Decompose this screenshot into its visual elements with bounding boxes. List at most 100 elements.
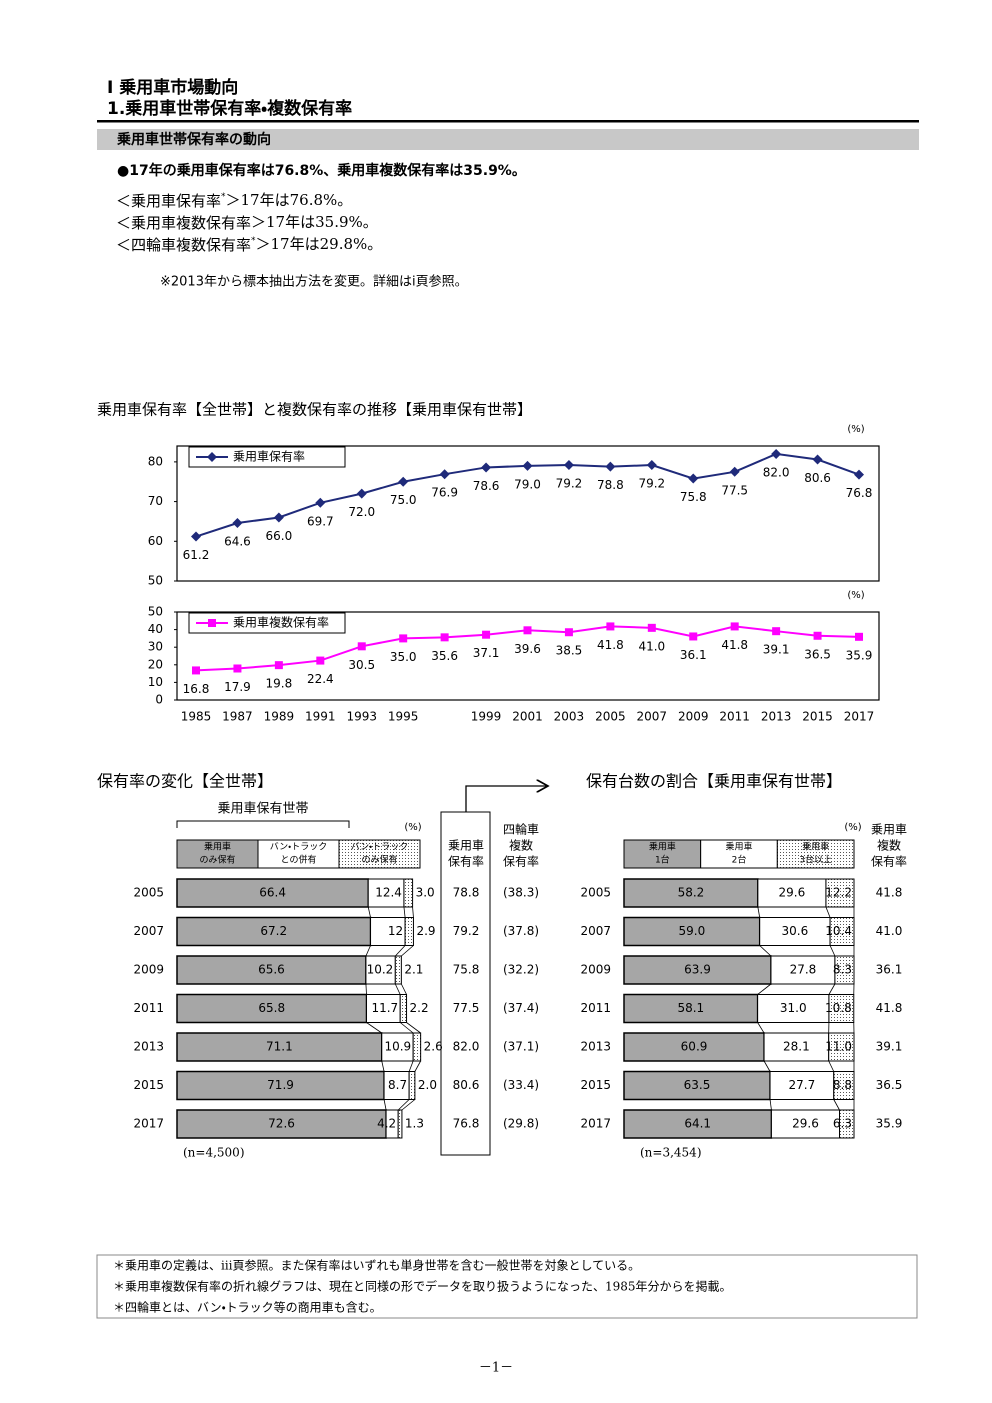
bar-segment [825,878,855,908]
note: ※2013年から標本抽出方法を変更。詳細はⅰ頁参照。 [160,274,468,290]
unit-label: (%) [404,822,421,833]
header-label: 乗用車 [725,841,752,853]
marker [771,448,782,459]
bar-segment [828,1032,855,1062]
summary-item: ＜乗用車保有率*＞17年は76.8%。 [116,191,352,210]
sample-size: (n=3,454) [640,1146,702,1160]
data-label: 31.0 [780,1001,807,1015]
connector [829,945,836,957]
column-value: 76.8 [453,1117,480,1131]
connector [414,1060,421,1072]
data-label: 35.9 [846,648,873,662]
column-header: 保有率 [503,855,539,869]
bar-segment [757,878,827,908]
section-band [97,129,919,150]
bar-segment [176,1032,383,1062]
header-cell [623,839,702,869]
header-label: 3台以上 [799,854,832,866]
data-label: 4.2 [377,1117,396,1131]
data-label: 59.0 [678,924,705,938]
connector [399,1022,414,1034]
data-label: 78.6 [473,479,500,493]
data-label: 30.6 [782,924,809,938]
data-label: 30.5 [348,658,375,672]
connector [757,983,772,995]
connector [394,983,401,995]
data-label: 79.2 [556,477,583,491]
connector [833,1099,840,1111]
category-label: 2017 [133,1117,164,1131]
category-label: 2011 [580,1001,611,1015]
marker [606,622,615,631]
data-label: 2.2 [410,1001,429,1015]
bar-segment [397,1109,403,1139]
column-value: (37.1) [503,1040,539,1054]
group-label: 乗用車保有世帯 [217,802,308,817]
legend-label: 乗用車複数保有率 [233,615,329,630]
column-value: 41.8 [876,886,903,900]
category-label: 2007 [133,924,164,938]
bar-segment [176,993,368,1024]
bar-segment [176,916,372,947]
data-label: 10.9 [384,1040,411,1054]
item-text: ＞17年は35.9%。 [251,213,378,231]
plot-frame [176,445,880,582]
column-value: 82.0 [453,1040,480,1054]
marker [523,626,532,635]
data-label: 22.4 [307,672,334,686]
rule [97,120,919,123]
column-value: 36.1 [876,963,903,977]
marker [646,460,657,471]
x-tick-label: 2007 [637,710,668,724]
data-label: 41.8 [597,638,624,652]
marker [208,619,216,627]
header-cell [776,839,855,869]
connector [828,983,836,995]
column-value: (37.8) [503,924,539,938]
x-tick-label: 2001 [512,710,543,724]
data-label: 66.4 [259,886,286,900]
column-header: 保有率 [448,855,484,869]
x-tick-label: 1993 [346,710,377,724]
y-tick-label: 20 [148,657,163,671]
marker [356,488,367,499]
header-label: 2台 [732,854,747,866]
item-text: ＞17年は29.8%。 [256,235,383,253]
header-cell [257,839,340,869]
x-tick-label: 2003 [554,710,585,724]
bar-segment [403,878,414,908]
header-label: 乗用車 [649,841,676,853]
bar-segment [769,1071,835,1100]
marker [729,466,740,477]
x-tick-label: 1989 [264,710,295,724]
header-label: のみ保有 [199,854,235,866]
x-tick-label: 2015 [802,710,833,724]
column-header: 乗用車 [871,823,907,837]
chart-title: 保有率の変化【全世帯】 [97,772,273,791]
marker [482,630,491,639]
bar-segment [394,955,402,985]
marker [191,531,201,542]
category-label: 2009 [133,963,164,977]
data-label: 2.6 [424,1040,443,1054]
data-label: 69.7 [307,514,334,528]
bar-segment [763,1032,830,1062]
bar-segment [623,1109,773,1139]
bar-segment [176,1109,387,1139]
x-tick-label: 1999 [471,710,502,724]
data-label: 41.8 [721,638,748,652]
bar-segment [370,917,406,946]
connector [763,1060,771,1072]
data-label: 39.6 [514,642,541,656]
category-label: 2015 [580,1078,611,1092]
data-label: 10.2 [367,963,394,977]
legend-box [188,446,346,468]
header-label: 乗用車 [802,841,829,853]
marker [440,633,449,642]
marker [647,623,656,632]
item-label: ＜四輪車複数保有率 [116,236,251,254]
data-label: 6.3 [833,1117,852,1131]
footnote: ＊四輪車とは、バン・トラック等の商用車も含む。 [113,1301,382,1315]
